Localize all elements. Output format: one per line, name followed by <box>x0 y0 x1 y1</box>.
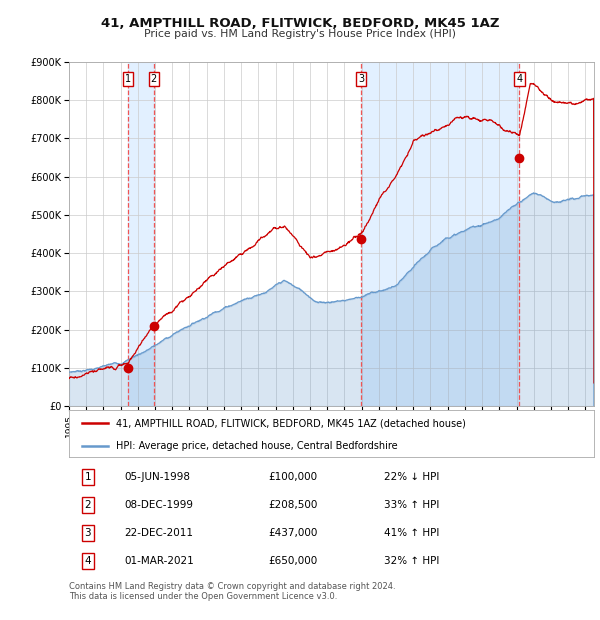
Text: 4: 4 <box>517 74 523 84</box>
Text: 3: 3 <box>85 528 91 538</box>
Text: 22% ↓ HPI: 22% ↓ HPI <box>384 472 439 482</box>
Text: 4: 4 <box>85 556 91 566</box>
Text: 2: 2 <box>151 74 157 84</box>
Text: 22-DEC-2011: 22-DEC-2011 <box>124 528 193 538</box>
Text: 41, AMPTHILL ROAD, FLITWICK, BEDFORD, MK45 1AZ: 41, AMPTHILL ROAD, FLITWICK, BEDFORD, MK… <box>101 17 499 30</box>
Text: 1: 1 <box>85 472 91 482</box>
Text: 41% ↑ HPI: 41% ↑ HPI <box>384 528 439 538</box>
Text: Price paid vs. HM Land Registry's House Price Index (HPI): Price paid vs. HM Land Registry's House … <box>144 29 456 38</box>
Text: 41, AMPTHILL ROAD, FLITWICK, BEDFORD, MK45 1AZ (detached house): 41, AMPTHILL ROAD, FLITWICK, BEDFORD, MK… <box>116 418 466 428</box>
Text: 05-JUN-1998: 05-JUN-1998 <box>124 472 190 482</box>
Text: HPI: Average price, detached house, Central Bedfordshire: HPI: Average price, detached house, Cent… <box>116 441 398 451</box>
Text: £208,500: £208,500 <box>269 500 318 510</box>
Text: £650,000: £650,000 <box>269 556 318 566</box>
Text: 33% ↑ HPI: 33% ↑ HPI <box>384 500 439 510</box>
Text: 2: 2 <box>85 500 91 510</box>
Text: 32% ↑ HPI: 32% ↑ HPI <box>384 556 439 566</box>
Bar <box>128 62 154 406</box>
Text: 1: 1 <box>125 74 131 84</box>
Text: 08-DEC-1999: 08-DEC-1999 <box>124 500 193 510</box>
Text: £437,000: £437,000 <box>269 528 318 538</box>
Text: Contains HM Land Registry data © Crown copyright and database right 2024.
This d: Contains HM Land Registry data © Crown c… <box>69 582 395 601</box>
Bar <box>361 62 520 406</box>
Text: £100,000: £100,000 <box>269 472 317 482</box>
Text: 3: 3 <box>358 74 364 84</box>
Text: 01-MAR-2021: 01-MAR-2021 <box>124 556 194 566</box>
